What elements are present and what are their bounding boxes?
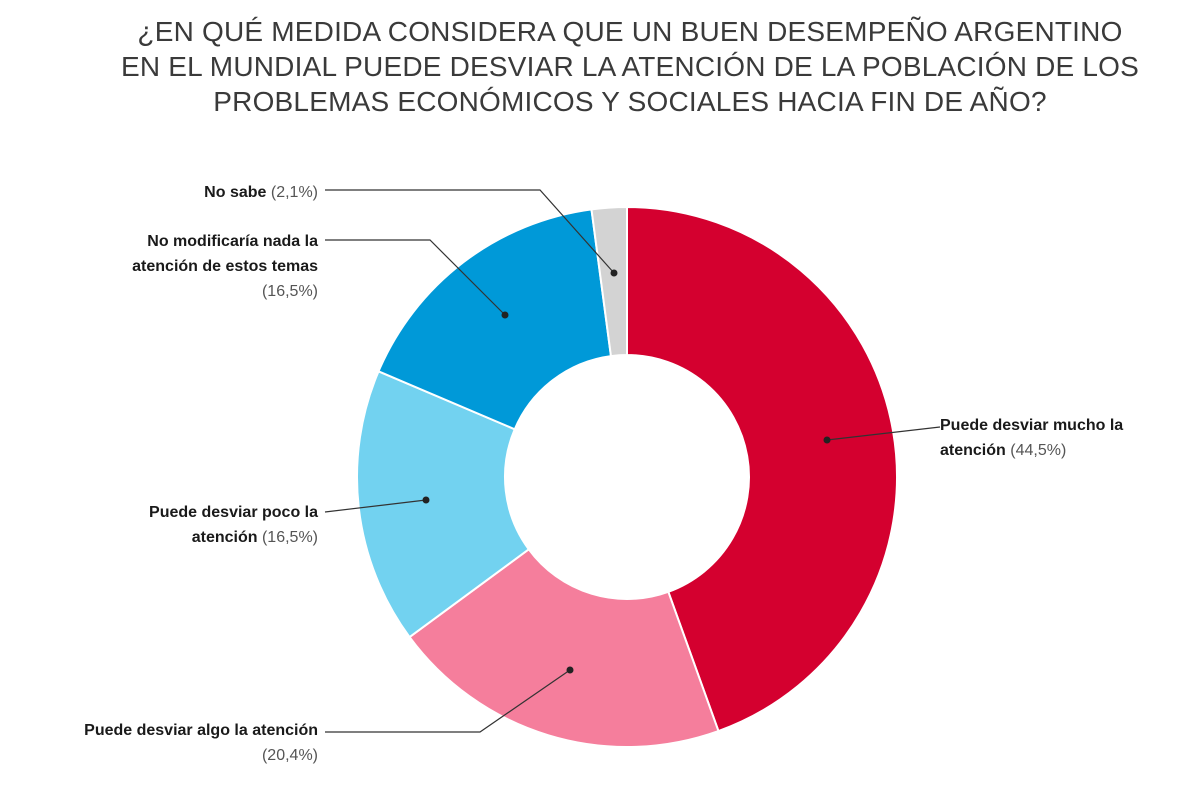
leader-line <box>325 239 506 316</box>
slice-label: No sabe <box>204 184 267 201</box>
leader-line <box>324 499 427 513</box>
slice-label: No modificaría nada la atención de estos… <box>132 233 318 275</box>
leader-dot <box>566 666 574 674</box>
slice-pct: (16,5%) <box>261 283 318 300</box>
donut-slice <box>626 205 898 733</box>
label-algo: Puede desviar algo la atención (20,4%) <box>80 718 318 768</box>
label-poco: Puede desviar poco la atención (16,5%) <box>80 500 318 550</box>
slice-label: Puede desviar algo la atención <box>84 722 318 739</box>
label-no-sabe: No sabe (2,1%) <box>80 180 318 205</box>
leader-line <box>325 189 615 274</box>
donut-slice <box>408 547 720 748</box>
slice-pct: (16,5%) <box>261 529 318 546</box>
title-line: ¿EN QUÉ MEDIDA CONSIDERA QUE UN BUEN DES… <box>137 16 1123 47</box>
leader-line <box>325 669 571 733</box>
chart-title: ¿EN QUÉ MEDIDA CONSIDERA QUE UN BUEN DES… <box>60 14 1200 119</box>
leader-dot <box>422 496 430 504</box>
label-nada: No modificaría nada la atención de estos… <box>80 229 318 304</box>
slice-label: Puede desviar poco la atención <box>149 504 318 546</box>
donut-slice <box>377 208 613 431</box>
title-line: EN EL MUNDIAL PUEDE DESVIAR LA ATENCIÓN … <box>120 51 1140 82</box>
leader-dot <box>610 269 618 277</box>
title-line: PROBLEMAS ECONÓMICOS Y SOCIALES HACIA FI… <box>213 86 1047 117</box>
label-mucho: Puede desviar mucho la atención (44,5%) <box>940 413 1160 463</box>
slice-pct: (20,4%) <box>261 747 318 764</box>
leader-line <box>826 426 941 441</box>
donut-slice <box>590 205 628 358</box>
slice-pct: (2,1%) <box>270 184 318 201</box>
donut-slice <box>356 370 531 639</box>
leader-dot <box>501 311 509 319</box>
slice-pct: (44,5%) <box>1010 442 1067 459</box>
leader-dot <box>823 436 831 444</box>
slice-label: Puede desviar mucho la atención <box>940 417 1124 459</box>
